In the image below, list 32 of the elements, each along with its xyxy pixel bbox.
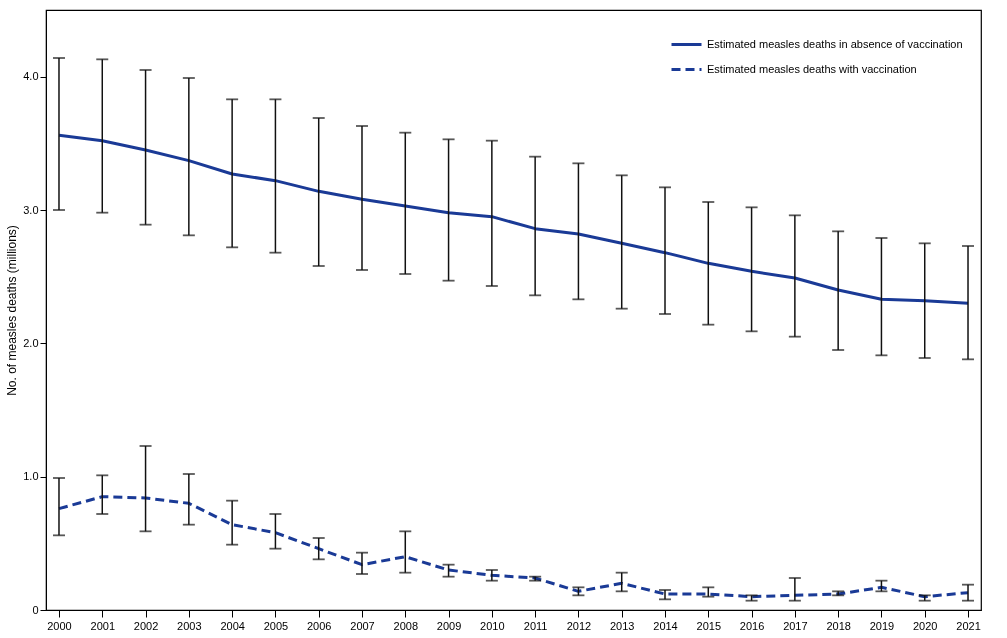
x-tick-label: 2003 xyxy=(177,619,202,632)
x-tick-label: 2016 xyxy=(739,619,765,632)
x-tick-label: 2019 xyxy=(869,619,895,632)
x-tick-label: 2020 xyxy=(912,619,938,632)
x-tick-label: 2005 xyxy=(263,619,289,632)
legend-label: Estimated measles deaths with vaccination xyxy=(707,62,917,75)
y-tick-label: 1.0 xyxy=(23,470,39,483)
x-tick-label: 2018 xyxy=(826,619,851,632)
line-series xyxy=(57,133,970,305)
line-series xyxy=(57,495,970,599)
x-tick-label: 2009 xyxy=(436,619,462,632)
y-tick-label: 0 xyxy=(32,603,39,616)
x-tick-label: 2001 xyxy=(90,619,116,632)
x-tick-label: 2011 xyxy=(523,619,548,632)
x-tick-label: 2017 xyxy=(783,619,808,632)
y-axis-title: No. of measles deaths (millions) xyxy=(5,225,20,396)
x-tick-label: 2014 xyxy=(653,619,678,632)
x-tick-label: 2012 xyxy=(566,619,592,632)
y-tick-label: 4.0 xyxy=(23,70,39,83)
x-tick-label: 2004 xyxy=(220,619,245,632)
y-tick-label: 3.0 xyxy=(23,203,39,216)
legend-label: Estimated measles deaths in absence of vaccination xyxy=(707,37,963,50)
x-tick-label: 2010 xyxy=(480,619,505,632)
x-tick-label: 2008 xyxy=(393,619,419,632)
x-tick-label: 2021 xyxy=(956,619,981,632)
x-tick-label: 2000 xyxy=(47,619,72,632)
x-tick-label: 2013 xyxy=(609,619,635,632)
x-tick-label: 2015 xyxy=(696,619,722,632)
x-tick-label: 2006 xyxy=(306,619,332,632)
x-tick-label: 2002 xyxy=(133,619,159,632)
y-tick-label: 2.0 xyxy=(23,336,39,349)
x-tick-label: 2007 xyxy=(350,619,375,632)
